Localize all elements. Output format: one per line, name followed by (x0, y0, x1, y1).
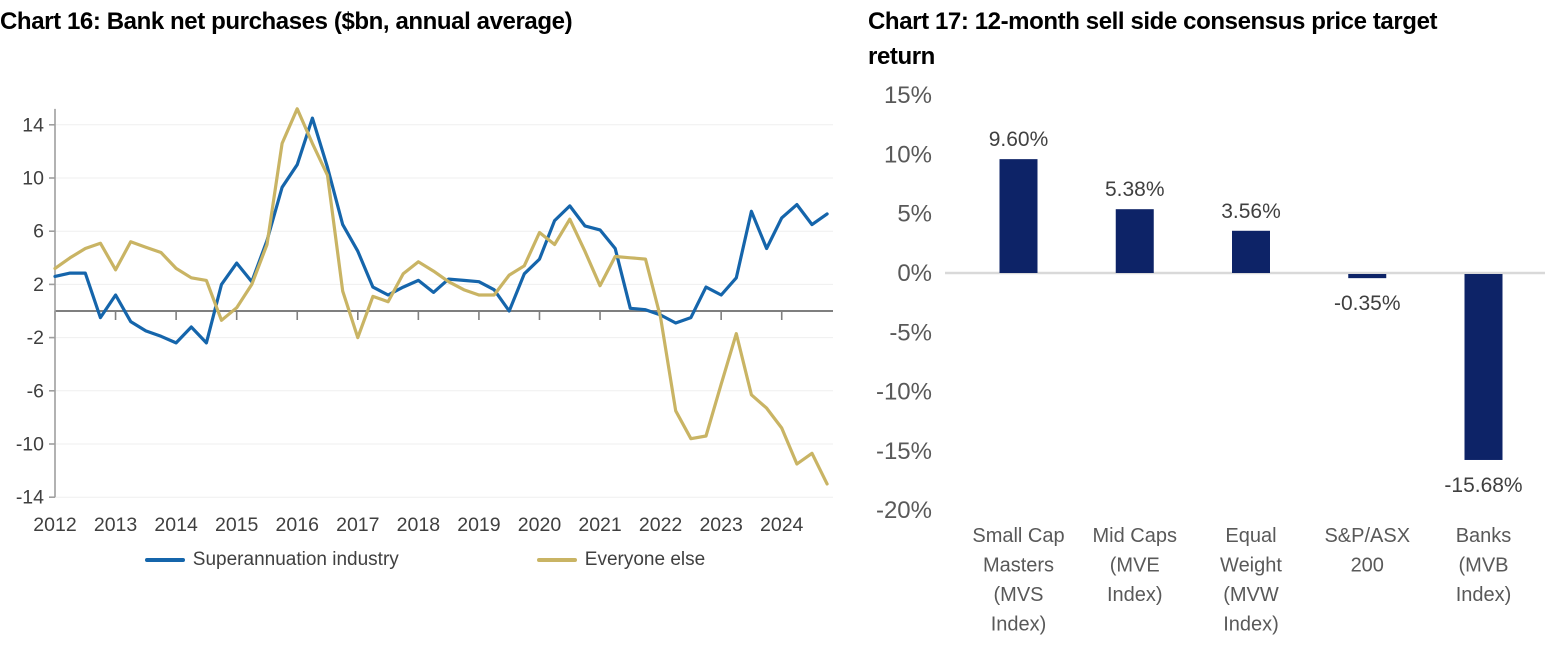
chart16-line-plot: 2012 2013 2014 2015 2016 2017 2018 2019 2020 2021… (16, 107, 833, 536)
category-label: Mid Caps (MVE Index) (1093, 525, 1177, 606)
y-tick-label: 14 (22, 114, 44, 136)
x-tick-label: 2014 (154, 514, 198, 536)
x-tick-label: 2024 (760, 514, 804, 536)
x-tick-label: 2020 (518, 514, 562, 536)
y-tick-label: 6 (33, 221, 44, 243)
bar-value-label: 3.56% (1221, 200, 1281, 223)
legend-label-everyone-else: Everyone else (584, 549, 706, 570)
x-tick-label: 2012 (33, 514, 76, 536)
y-tick-label: -10 (16, 434, 44, 456)
y-tick-label: 15% (884, 82, 932, 109)
bar-1 (999, 159, 1038, 273)
x-tick-label: 2023 (699, 514, 742, 536)
chart16-legend: Superannuation industry Everyone else (0, 549, 850, 571)
y-tick-label: -10% (876, 379, 932, 406)
x-tick-label: 2022 (639, 514, 682, 536)
y-tick-label: 0% (897, 260, 932, 287)
category-label: S&P/ASX 200 (1324, 525, 1410, 577)
category-label: Banks (MVB Index) (1456, 525, 1512, 606)
series-line-superannuation-industry (53, 116, 829, 345)
x-tick-label: 2015 (215, 514, 259, 536)
y-tick-label: 2 (33, 274, 44, 296)
bar-value-label: 9.60% (989, 128, 1049, 151)
x-tick-label: 2016 (276, 514, 319, 536)
legend-item-everyone-else: Everyone else (536, 549, 706, 571)
y-tick-label: 10% (884, 141, 932, 168)
y-tick-label: 5% (897, 201, 932, 228)
y-tick-label: 10 (22, 168, 44, 190)
bar-value-label: -0.35% (1334, 292, 1401, 315)
x-tick-label: 2018 (397, 514, 440, 536)
y-tick-label: -15% (876, 438, 932, 465)
x-tick-label: 2021 (578, 514, 621, 536)
x-tick-label: 2017 (336, 514, 379, 536)
legend-item-superannuation-industry: Superannuation industry (144, 549, 399, 571)
bar-5 (1464, 274, 1503, 460)
series-line-everyone-else (53, 107, 829, 486)
bar-2 (1115, 209, 1154, 273)
chart16-title: Chart 16: Bank net purchases ($bn, annua… (0, 8, 573, 35)
bar-value-label: 5.38% (1105, 178, 1165, 201)
x-tick-label: 2013 (94, 514, 137, 536)
chart17-title: Chart 17: 12-month sell side consensus p… (868, 8, 1444, 70)
legend-label-superannuation: Superannuation industry (192, 549, 399, 570)
category-label: Equal Weight (MVW Index) (1220, 525, 1282, 636)
x-tick-label: 2019 (457, 514, 500, 536)
bar-3 (1232, 230, 1270, 273)
superannuation-line-swatch (144, 558, 185, 562)
y-tick-label: -14 (16, 487, 44, 509)
y-tick-label: -6 (27, 380, 44, 402)
chart17-bar-plot: 15% 10% 5% 0% -5% -10% -15% -20% 9.60% 5.38% 3.56%… (876, 82, 1545, 636)
bar-4 (1348, 274, 1387, 279)
y-tick-label: -5% (889, 319, 932, 346)
bar-value-label: -15.68% (1444, 474, 1522, 497)
y-tick-label: -2 (27, 327, 44, 349)
y-tick-label: -20% (876, 497, 932, 524)
everyone-else-line-swatch (536, 558, 577, 562)
category-label: Small Cap Masters (MVS Index) (972, 525, 1064, 636)
